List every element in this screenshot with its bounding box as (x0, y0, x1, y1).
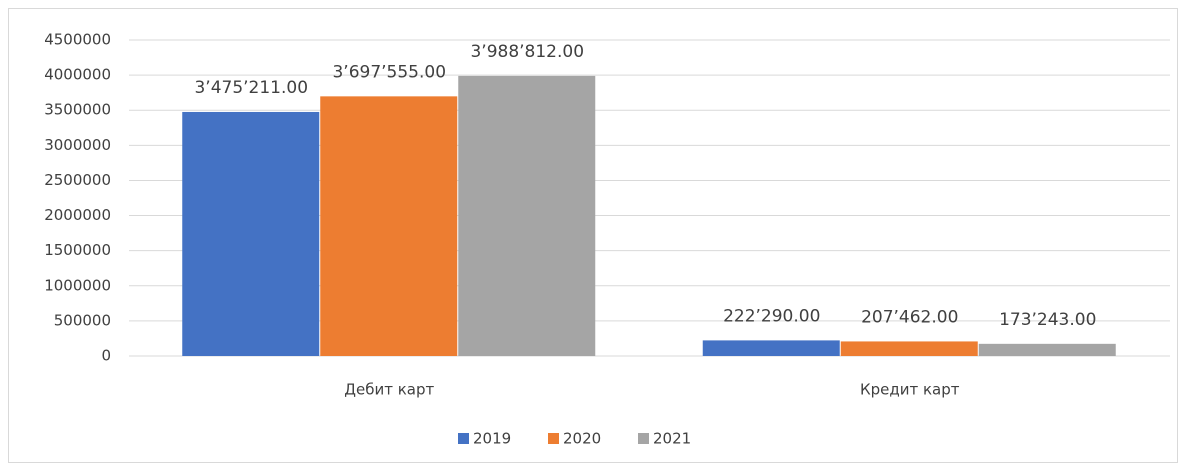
y-tick-label: 1500000 (44, 241, 111, 259)
legend-swatch (638, 433, 649, 444)
bar (702, 340, 840, 356)
x-tick-label: Кредит карт (860, 381, 960, 399)
legend-swatch (548, 433, 559, 444)
data-label: 222’290.00 (723, 306, 820, 326)
data-label: 3’697’555.00 (332, 62, 446, 82)
data-label: 173’243.00 (999, 310, 1096, 330)
data-label: 3’475’211.00 (194, 78, 308, 98)
y-tick-label: 3000000 (44, 136, 111, 154)
y-tick-label: 2000000 (44, 206, 111, 224)
y-tick-label: 4500000 (44, 31, 111, 49)
y-tick-label: 2500000 (44, 171, 111, 189)
legend-swatch (458, 433, 469, 444)
bar (182, 111, 320, 357)
y-tick-label: 1000000 (44, 276, 111, 294)
bar (320, 96, 458, 356)
x-tick-label: Дебит карт (344, 381, 434, 399)
bar (978, 343, 1116, 356)
y-tick-label: 4000000 (44, 66, 111, 84)
bar (458, 75, 596, 356)
y-tick-label: 500000 (54, 311, 111, 329)
data-label: 207’462.00 (861, 307, 958, 327)
legend-label: 2020 (563, 430, 601, 448)
data-label: 3’988’812.00 (470, 42, 584, 62)
legend-label: 2021 (653, 430, 691, 448)
y-tick-label: 3500000 (44, 101, 111, 119)
legend-label: 2019 (473, 430, 511, 448)
y-tick-label: 0 (101, 347, 111, 365)
bar (840, 341, 978, 356)
